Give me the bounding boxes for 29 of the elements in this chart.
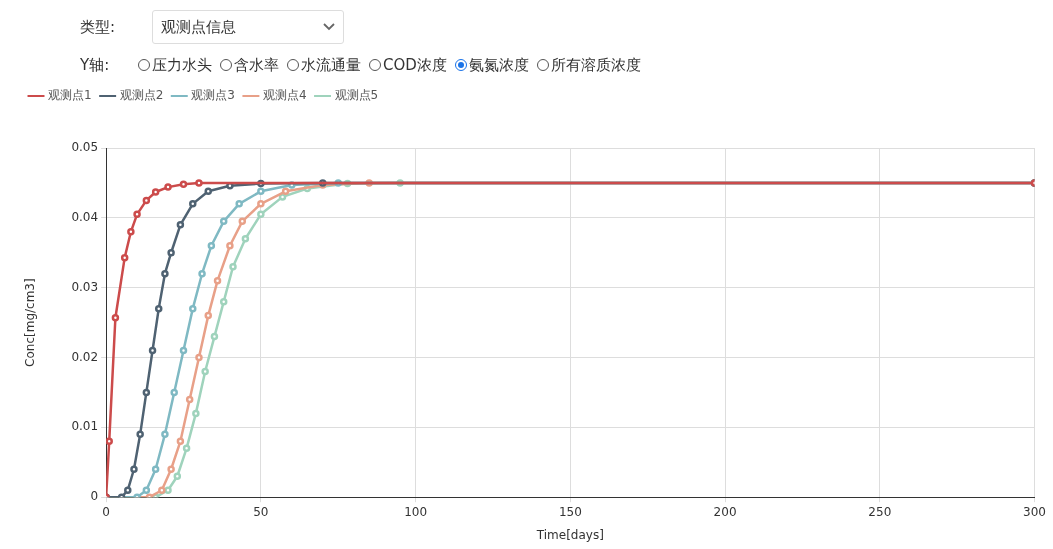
x-tick-label: 50 (253, 504, 269, 519)
y-axis-title: Conc[mg/cm3] (23, 278, 38, 367)
text: 含水率 (233, 55, 279, 75)
text: 压力水头 (151, 55, 212, 75)
legend-label: 观测点1 (48, 88, 92, 103)
text: 观测点信息 (161, 17, 236, 37)
legend-label: 观测点3 (191, 88, 235, 103)
legend-label: 观测点4 (262, 88, 307, 103)
x-tick-label: 0 (102, 504, 110, 519)
text: 所有溶质浓度 (549, 55, 641, 75)
text: COD浓度 (382, 55, 447, 75)
text: 类型: (80, 17, 117, 37)
text: 水流通量 (300, 55, 361, 75)
x-axis-title: Time[days] (535, 527, 604, 542)
x-tick-label: 150 (558, 504, 582, 519)
legend-label: 观测点2 (119, 88, 164, 103)
y-tick-label: 0 (90, 489, 99, 504)
y-tick-label: 0.05 (71, 140, 99, 155)
x-tick-label: 100 (404, 504, 428, 519)
y-tick-label: 0.04 (71, 209, 99, 224)
x-tick-label: 250 (868, 504, 892, 519)
legend-label: 观测点5 (334, 88, 379, 103)
text: 氨氮浓度 (467, 55, 529, 75)
y-tick-label: 0.01 (71, 419, 99, 434)
text: Y轴: (80, 55, 111, 75)
y-tick-label: 0.03 (71, 279, 99, 294)
x-tick-label: 300 (1023, 504, 1046, 519)
x-tick-label: 200 (713, 504, 737, 519)
y-tick-label: 0.02 (71, 349, 99, 364)
